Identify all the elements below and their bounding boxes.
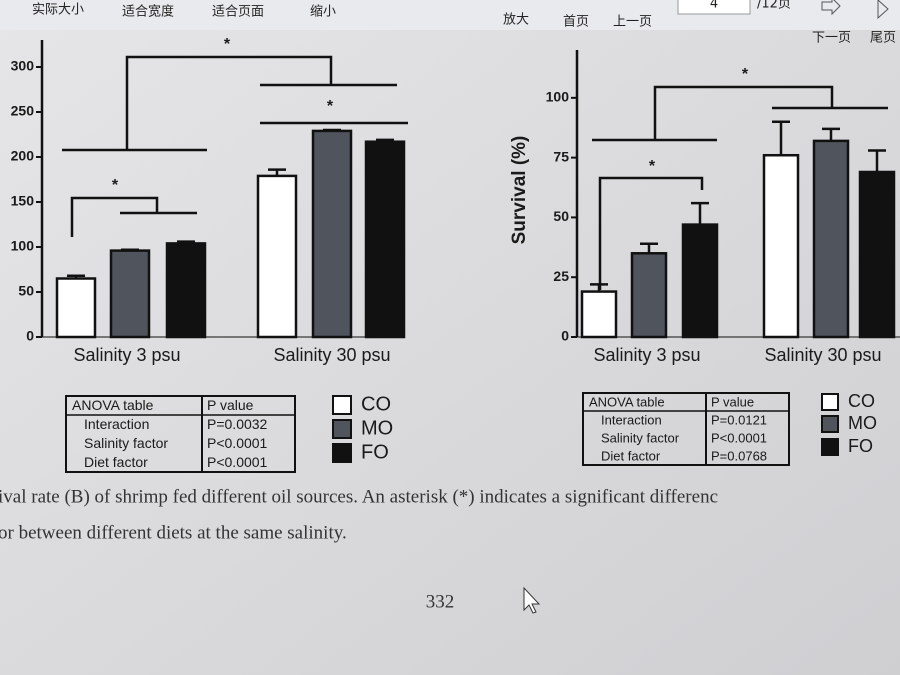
y-tick-label: 75 bbox=[553, 148, 569, 164]
x-tick-label: Salinity 3 psu bbox=[73, 345, 180, 365]
legend-label: FO bbox=[848, 436, 873, 456]
toolbar-button[interactable]: 尾页 bbox=[870, 31, 896, 46]
bar bbox=[109, 249, 151, 339]
anova-table bbox=[582, 392, 790, 466]
y-tick-label: 0 bbox=[26, 328, 34, 344]
anova-cell: P<0.0001 bbox=[207, 435, 268, 451]
y-tick-label: 50 bbox=[18, 283, 34, 299]
y-tick-label: 300 bbox=[11, 58, 35, 74]
toolbar-button[interactable]: 下一页 bbox=[812, 31, 851, 46]
legend-label: CO bbox=[361, 393, 391, 415]
bar bbox=[55, 277, 97, 339]
bar bbox=[630, 252, 668, 339]
anova-cell: Interaction bbox=[84, 416, 149, 432]
caption-line: ival rate (B) of shrimp fed different oi… bbox=[0, 486, 718, 507]
toolbar-button[interactable]: 缩小 bbox=[310, 4, 336, 20]
bar bbox=[364, 140, 406, 339]
legend-swatch bbox=[332, 419, 352, 439]
anova-header: ANOVA table bbox=[589, 394, 665, 409]
toolbar-button[interactable]: 上一页 bbox=[613, 15, 652, 30]
anova-cell: P=0.0032 bbox=[207, 416, 268, 432]
significance-star: * bbox=[112, 177, 119, 194]
y-tick-label: 25 bbox=[553, 268, 569, 284]
page-input-box[interactable] bbox=[677, 0, 751, 15]
significance-star: * bbox=[224, 36, 231, 53]
next-arrow[interactable] bbox=[821, 0, 841, 16]
legend-label: CO bbox=[848, 391, 875, 411]
y-tick-label: 100 bbox=[546, 89, 570, 105]
legend-label: FO bbox=[361, 441, 389, 463]
toolbar-button[interactable]: 适合页面 bbox=[212, 5, 264, 20]
significance-brackets bbox=[62, 55, 408, 237]
anova-header: P value bbox=[207, 397, 254, 413]
y-axis-label: Survival (%) bbox=[509, 136, 530, 245]
mouse-cursor bbox=[523, 586, 541, 614]
bar bbox=[580, 290, 618, 339]
bar bbox=[256, 174, 298, 339]
page-input[interactable]: 4 bbox=[710, 0, 718, 12]
legend-swatch bbox=[821, 415, 839, 433]
y-tick-label: 200 bbox=[11, 148, 35, 164]
y-tick-label: 50 bbox=[553, 208, 569, 224]
x-tick-label: Salinity 30 psu bbox=[273, 345, 390, 365]
x-tick-label: Salinity 30 psu bbox=[764, 345, 881, 365]
y-tick-label: 100 bbox=[11, 238, 35, 254]
bar bbox=[165, 242, 207, 339]
page-total: /12页 bbox=[757, 0, 791, 12]
anova-cell: P=0.0121 bbox=[711, 412, 767, 427]
legend-label: MO bbox=[848, 413, 877, 433]
toolbar-button[interactable]: 适合宽度 bbox=[122, 4, 174, 20]
bar bbox=[762, 153, 800, 339]
toolbar-button[interactable]: 首页 bbox=[563, 15, 589, 30]
y-tick-label: 250 bbox=[11, 103, 35, 119]
significance-star: * bbox=[327, 98, 334, 115]
significance-star: * bbox=[742, 66, 749, 83]
anova-cell: Salinity factor bbox=[84, 435, 168, 451]
anova-header: P value bbox=[711, 394, 754, 409]
anova-table bbox=[65, 395, 296, 473]
bar bbox=[681, 223, 719, 339]
legend-swatch bbox=[821, 393, 839, 411]
anova-cell: P<0.0001 bbox=[207, 454, 268, 470]
anova-cell: P<0.0001 bbox=[711, 430, 767, 445]
anova-cell: Salinity factor bbox=[601, 430, 680, 445]
caption-line: or between different diets at the same s… bbox=[0, 522, 347, 543]
anova-cell: Interaction bbox=[601, 412, 662, 427]
legend-swatch bbox=[332, 443, 352, 463]
anova-cell: Diet factor bbox=[601, 448, 661, 463]
page-number: 332 bbox=[426, 591, 455, 612]
y-tick-label: 0 bbox=[561, 328, 569, 344]
last-arrow[interactable] bbox=[877, 0, 889, 20]
legend-swatch bbox=[332, 395, 352, 415]
significance-brackets bbox=[592, 85, 888, 290]
y-tick-label: 150 bbox=[11, 193, 35, 209]
legend-swatch bbox=[821, 438, 839, 456]
toolbar-button[interactable]: 实际大小 bbox=[32, 3, 84, 18]
significance-star: * bbox=[649, 158, 656, 175]
anova-cell: Diet factor bbox=[84, 454, 148, 470]
legend-label: MO bbox=[361, 417, 393, 439]
anova-cell: P=0.0768 bbox=[711, 448, 767, 463]
x-tick-label: Salinity 3 psu bbox=[593, 345, 700, 365]
bar bbox=[311, 129, 353, 339]
toolbar-button[interactable]: 放大 bbox=[503, 13, 529, 28]
anova-header: ANOVA table bbox=[72, 397, 154, 413]
bar bbox=[858, 170, 896, 339]
bar bbox=[812, 139, 850, 339]
